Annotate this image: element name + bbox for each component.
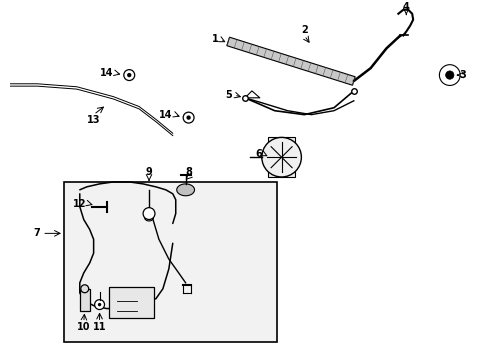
Bar [64,182,276,342]
Circle shape [123,69,134,81]
Circle shape [127,73,131,77]
Polygon shape [176,184,194,196]
Polygon shape [226,37,354,85]
Circle shape [94,300,104,310]
Circle shape [183,112,194,123]
Circle shape [439,65,459,85]
Text: 13: 13 [87,114,100,125]
Bar [267,138,295,177]
Bar [80,289,89,311]
Circle shape [261,138,301,177]
Circle shape [143,208,155,220]
Text: 4: 4 [402,2,409,12]
Bar [109,287,154,319]
Text: 6: 6 [255,149,261,159]
Text: 1: 1 [211,35,218,44]
Circle shape [186,116,190,120]
Text: 11: 11 [93,323,106,332]
Text: 12: 12 [73,199,86,209]
Text: 5: 5 [225,90,232,100]
Text: 2: 2 [301,26,307,36]
Circle shape [81,285,88,293]
Text: 9: 9 [145,167,152,177]
Ellipse shape [144,214,153,221]
Text: 7: 7 [33,228,40,238]
Text: 10: 10 [77,323,90,332]
Circle shape [98,303,101,306]
Text: 14: 14 [159,110,172,120]
Text: 8: 8 [185,167,192,177]
Text: 3: 3 [459,70,466,80]
Text: 14: 14 [100,68,113,78]
Circle shape [445,71,453,79]
